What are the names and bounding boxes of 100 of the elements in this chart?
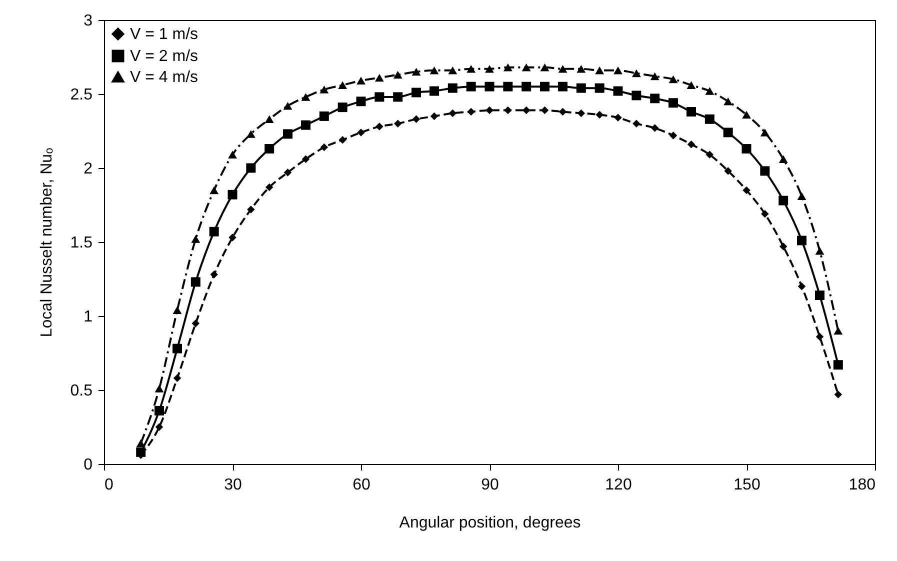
point [669, 132, 678, 140]
x-tick-label: 60 [352, 476, 370, 494]
point [376, 122, 384, 130]
point [283, 102, 292, 110]
point [522, 106, 530, 114]
point [797, 192, 806, 200]
point [430, 112, 438, 120]
point [430, 86, 439, 96]
point [706, 150, 714, 159]
point [778, 196, 788, 206]
point [301, 93, 310, 101]
x-tick-label: 120 [605, 476, 632, 494]
point [798, 282, 806, 290]
point [686, 107, 696, 117]
point [650, 72, 660, 80]
point [210, 270, 218, 278]
point [833, 360, 843, 370]
point [338, 81, 348, 89]
point [632, 120, 640, 128]
point [228, 150, 237, 159]
y-tick-label: 2.5 [70, 86, 93, 104]
point [301, 120, 310, 130]
point [724, 98, 733, 106]
point [522, 63, 531, 72]
x-tick-label: 180 [848, 476, 876, 494]
point [576, 83, 586, 93]
point [650, 124, 659, 132]
point [374, 74, 384, 82]
point [614, 114, 622, 122]
point [484, 82, 494, 92]
point [247, 206, 255, 214]
point [264, 144, 274, 154]
point [264, 115, 274, 124]
point [393, 70, 402, 79]
x-tick-label: 150 [734, 476, 760, 494]
point [393, 92, 403, 102]
point [246, 130, 256, 138]
point [265, 183, 274, 192]
point [723, 128, 733, 138]
point [338, 102, 348, 112]
point [412, 68, 421, 76]
point [613, 86, 623, 96]
point [686, 81, 696, 89]
point [540, 82, 550, 92]
point [283, 129, 292, 139]
point [742, 186, 750, 194]
point [779, 242, 788, 250]
point [210, 186, 219, 194]
point [228, 234, 236, 242]
point [705, 87, 714, 95]
x-tick-label: 30 [224, 476, 242, 494]
x-tick-label: 90 [481, 476, 499, 494]
point [356, 96, 366, 106]
y-tick-label: 0 [84, 456, 93, 474]
x-axis-title: Angular position, degrees [399, 514, 581, 532]
point [172, 344, 182, 354]
y-tick-label: 0.5 [70, 382, 93, 400]
point [632, 69, 641, 78]
point [815, 290, 824, 300]
point [558, 108, 567, 116]
legend-label: V = 4 m/s [130, 69, 198, 86]
point [356, 76, 366, 85]
legend-label: V = 2 m/s [130, 48, 198, 65]
point [503, 63, 512, 72]
point [778, 155, 788, 163]
point [614, 66, 622, 74]
point [816, 332, 824, 341]
point [190, 277, 200, 287]
point [834, 326, 843, 335]
point [558, 82, 568, 92]
point [742, 144, 752, 154]
point [577, 109, 586, 118]
point [320, 86, 329, 94]
point [504, 106, 512, 114]
point [155, 423, 164, 431]
point [797, 236, 806, 246]
point [650, 94, 660, 104]
point [668, 98, 678, 108]
point [320, 143, 328, 152]
point [302, 155, 310, 163]
point [338, 136, 346, 144]
point [467, 108, 475, 116]
y-axis-title: Local Nusselt number, Nuₒ [38, 148, 56, 338]
point [412, 115, 420, 124]
point [448, 83, 458, 93]
point [412, 88, 421, 98]
point [540, 106, 549, 114]
point [815, 247, 824, 255]
point [357, 128, 365, 136]
point [558, 64, 568, 73]
point [173, 374, 182, 382]
point [687, 140, 696, 148]
point [192, 320, 200, 328]
point [486, 106, 494, 114]
point [760, 166, 770, 176]
point [246, 163, 256, 173]
point [540, 63, 550, 72]
point [154, 406, 164, 416]
point [632, 90, 642, 100]
point [522, 82, 532, 92]
